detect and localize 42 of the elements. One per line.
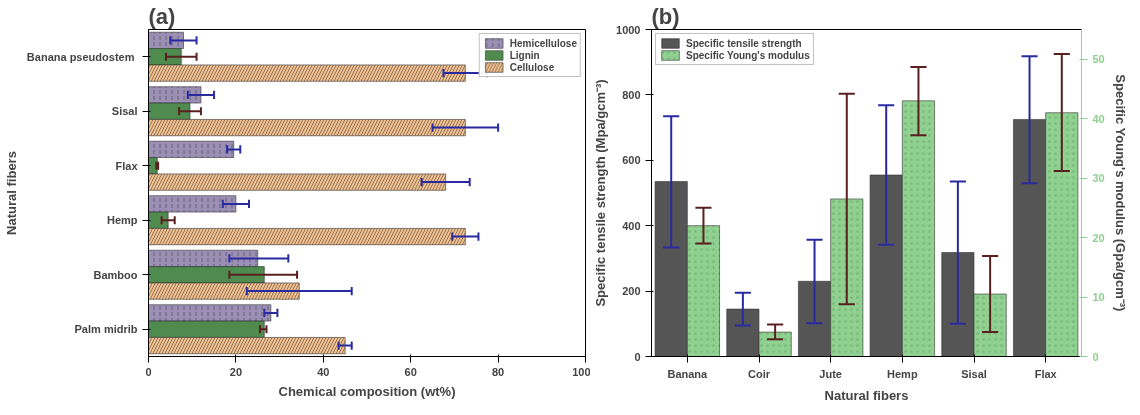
y2-tick-label: 0 <box>1092 350 1099 363</box>
x-tick-label: Banana <box>667 367 709 380</box>
y-tick-label: 800 <box>622 88 641 101</box>
legend-label: Lignin <box>509 49 540 61</box>
y-tick-label: 1000 <box>616 23 641 36</box>
x-tick-label: 60 <box>404 365 417 378</box>
text: (a) <box>148 3 176 29</box>
y2-axis-title: Specific Young's modulus (Gpa/gcm⁻³) <box>1112 74 1128 312</box>
y-axis-title: Specific tensile strength (Mpa/gcm⁻³) <box>593 79 609 307</box>
legend-label: Specific tensile strength <box>686 37 802 49</box>
y2-tick-label: 40 <box>1092 112 1105 125</box>
y2-tick-label: 50 <box>1092 53 1105 66</box>
y-tick-label: Banana pseudostem <box>26 50 135 63</box>
x-tick-label: Jute <box>819 367 842 380</box>
y-tick-label: Flax <box>115 159 139 172</box>
y-tick-label: Bamboo <box>93 268 138 281</box>
y-tick-label: Palm midrib <box>74 323 138 336</box>
x-tick-label: Hemp <box>887 367 918 380</box>
x-tick-label: Sisal <box>961 367 987 380</box>
y-tick-label: Sisal <box>111 105 138 118</box>
y-tick-label: 0 <box>634 350 641 363</box>
text: (b) <box>651 3 680 29</box>
y-tick-label: Hemp <box>106 214 138 227</box>
y-axis-title: Natural fibers <box>3 151 19 235</box>
y2-tick-label: 20 <box>1092 231 1105 244</box>
y2-tick-label: 30 <box>1092 172 1105 185</box>
x-tick-label: 40 <box>317 365 330 378</box>
x-axis-title: Chemical composition (wt%) <box>278 383 456 399</box>
x-tick-label: Coir <box>748 367 771 380</box>
x-axis-title: Natural fibers <box>824 387 909 403</box>
x-tick-label: 20 <box>229 365 243 378</box>
x-tick-label: Flax <box>1034 367 1058 380</box>
y-tick-label: 200 <box>622 285 641 298</box>
legend-label: Cellulose <box>509 61 555 73</box>
y-tick-label: 400 <box>622 219 641 232</box>
y-tick-label: 600 <box>622 154 641 167</box>
x-tick-label: 0 <box>145 365 152 378</box>
legend-label: Hemicellulose <box>509 37 577 49</box>
legend-label: Specific Young's modulus <box>686 49 810 61</box>
x-tick-label: 80 <box>491 365 505 378</box>
y2-tick-label: 10 <box>1092 291 1105 304</box>
x-tick-label: 100 <box>572 365 591 378</box>
